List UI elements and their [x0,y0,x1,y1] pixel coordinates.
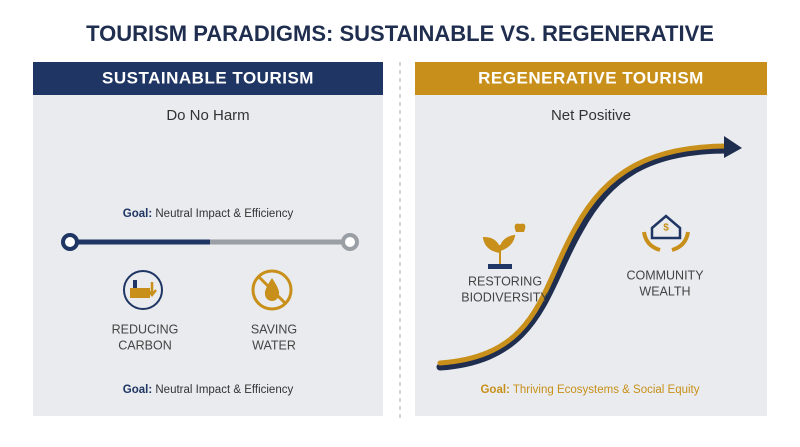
line-end [341,233,359,251]
item-label: WATER [252,338,296,352]
svg-text:$: $ [663,223,669,234]
item-label: CARBON [118,338,171,352]
item-label: RESTORING [468,274,542,288]
title: TOURISM PARADIGMS: SUSTAINABLE VS. REGEN… [86,21,714,46]
left-panel [33,62,383,416]
item-label: COMMUNITY [626,268,704,282]
community-icon: $ [642,214,690,252]
goal-text: Neutral Impact & Efficiency [155,208,293,220]
left-header: SUSTAINABLE TOURISM [102,68,314,87]
left-goal-top: Goal: Neutral Impact & Efficiency [123,208,294,220]
curve-shadow [436,146,732,371]
left-goal-bottom: Goal: Neutral Impact & Efficiency [123,384,294,396]
arrow-head [724,136,742,158]
right-header-bar [415,62,767,95]
water-icon [251,269,293,311]
left-header-bar [33,62,383,95]
goal-text: Thriving Ecosystems & Social Equity [513,384,700,396]
plant-icon [482,223,526,269]
item-label: WEALTH [639,284,690,298]
goal-text: Neutral Impact & Efficiency [155,384,293,396]
item-label: SAVING [251,322,297,336]
goal-label: Goal: [480,384,509,396]
carbon-icon [123,270,163,310]
left-subtitle: Do No Harm [166,107,249,124]
goal-label: Goal: [123,384,152,396]
curve [437,143,731,366]
right-goal: Goal: Thriving Ecosystems & Social Equit… [480,384,699,396]
line-end [61,233,79,251]
item-label: BIODIVERSITY [461,290,549,304]
goal-label: Goal: [123,208,152,220]
right-subtitle: Net Positive [551,107,631,124]
right-header: REGENERATIVE TOURISM [478,68,704,87]
item-label: REDUCING [112,322,179,336]
